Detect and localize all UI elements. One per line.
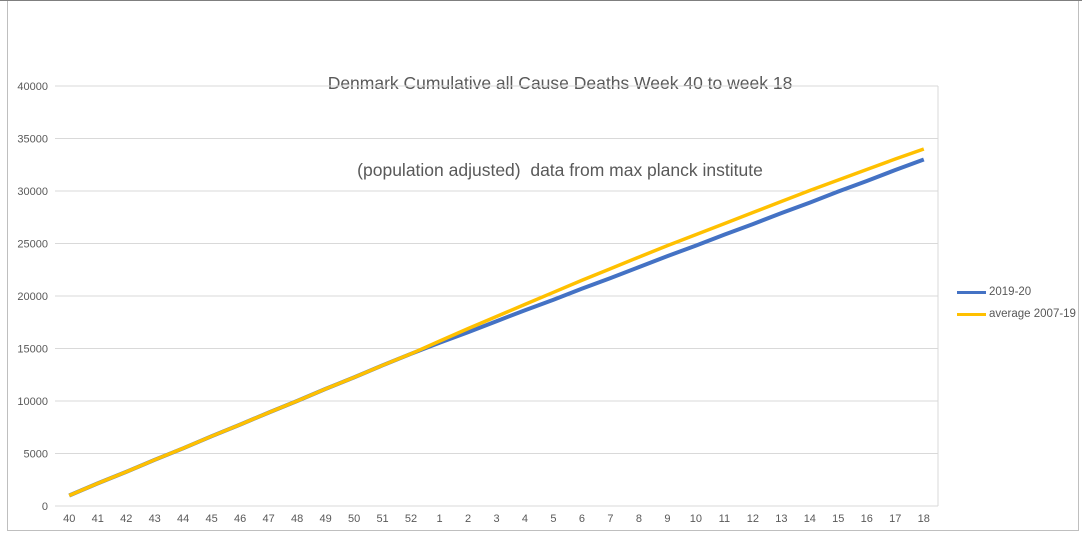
x-tick-label: 13 (775, 513, 787, 525)
legend-swatch-yellow-line (957, 312, 986, 316)
chart-border-right (1078, 1, 1079, 531)
x-tick-label: 42 (120, 513, 132, 525)
x-tick-label: 7 (607, 513, 613, 525)
x-tick-label: 50 (348, 513, 360, 525)
y-tick-label: 20000 (17, 291, 48, 303)
x-tick-label: 18 (918, 513, 930, 525)
legend-label: average 2007-19 (989, 308, 1076, 320)
x-tick-label: 3 (493, 513, 499, 525)
x-tick-label: 4 (522, 513, 528, 525)
x-tick-label: 51 (376, 513, 388, 525)
x-tick-label: 8 (636, 513, 642, 525)
chart-border-bottom (7, 530, 1079, 531)
legend-label: 2019-20 (989, 286, 1032, 298)
legend-swatch-blue-line (957, 290, 986, 294)
y-tick-label: 5000 (24, 449, 48, 461)
y-tick-label: 0 (42, 501, 48, 513)
x-tick-label: 11 (719, 513, 730, 525)
x-tick-label: 43 (149, 513, 161, 525)
x-tick-label: 40 (63, 513, 75, 525)
x-tick-label: 15 (832, 513, 844, 525)
y-tick-label: 40000 (17, 81, 48, 93)
x-tick-label: 10 (690, 513, 702, 525)
x-tick-label: 12 (747, 513, 759, 525)
x-tick-label: 2 (465, 513, 471, 525)
x-tick-label: 14 (804, 513, 816, 525)
chart-title: Denmark Cumulative all Cause Deaths Week… (20, 11, 1082, 243)
series-line-average-2007-19 (68, 147, 925, 498)
y-tick-label: 30000 (17, 186, 48, 198)
x-tick-label: 47 (263, 513, 275, 525)
x-tick-label: 17 (889, 513, 901, 525)
x-tick-label: 9 (664, 513, 670, 525)
x-tick-label: 49 (319, 513, 331, 525)
x-tick-label: 46 (234, 513, 246, 525)
y-tick-label: 35000 (17, 134, 48, 146)
x-tick-label: 1 (436, 513, 442, 525)
chart-border-top (0, 0, 1082, 1)
x-tick-label: 45 (206, 513, 218, 525)
x-tick-label: 44 (177, 513, 189, 525)
x-tick-label: 41 (92, 513, 104, 525)
legend: 2019-20 average 2007-19 (957, 281, 1076, 325)
chart-border-left (7, 1, 8, 531)
legend-item-2019-20[interactable]: 2019-20 (957, 281, 1076, 303)
chart-title-line2: (population adjusted) data from max plan… (357, 160, 763, 180)
legend-item-average-2007-19[interactable]: average 2007-19 (957, 303, 1076, 325)
chart-title-line1: Denmark Cumulative all Cause Deaths Week… (327, 73, 793, 93)
y-tick-label: 25000 (17, 239, 48, 251)
x-tick-label: 48 (291, 513, 303, 525)
x-tick-label: 5 (550, 513, 556, 525)
x-tick-label: 52 (405, 513, 417, 525)
series-line-2019-20 (68, 157, 925, 498)
y-tick-label: 10000 (17, 396, 48, 408)
y-tick-label: 15000 (17, 344, 48, 356)
x-tick-label: 6 (579, 513, 585, 525)
x-tick-label: 16 (861, 513, 873, 525)
